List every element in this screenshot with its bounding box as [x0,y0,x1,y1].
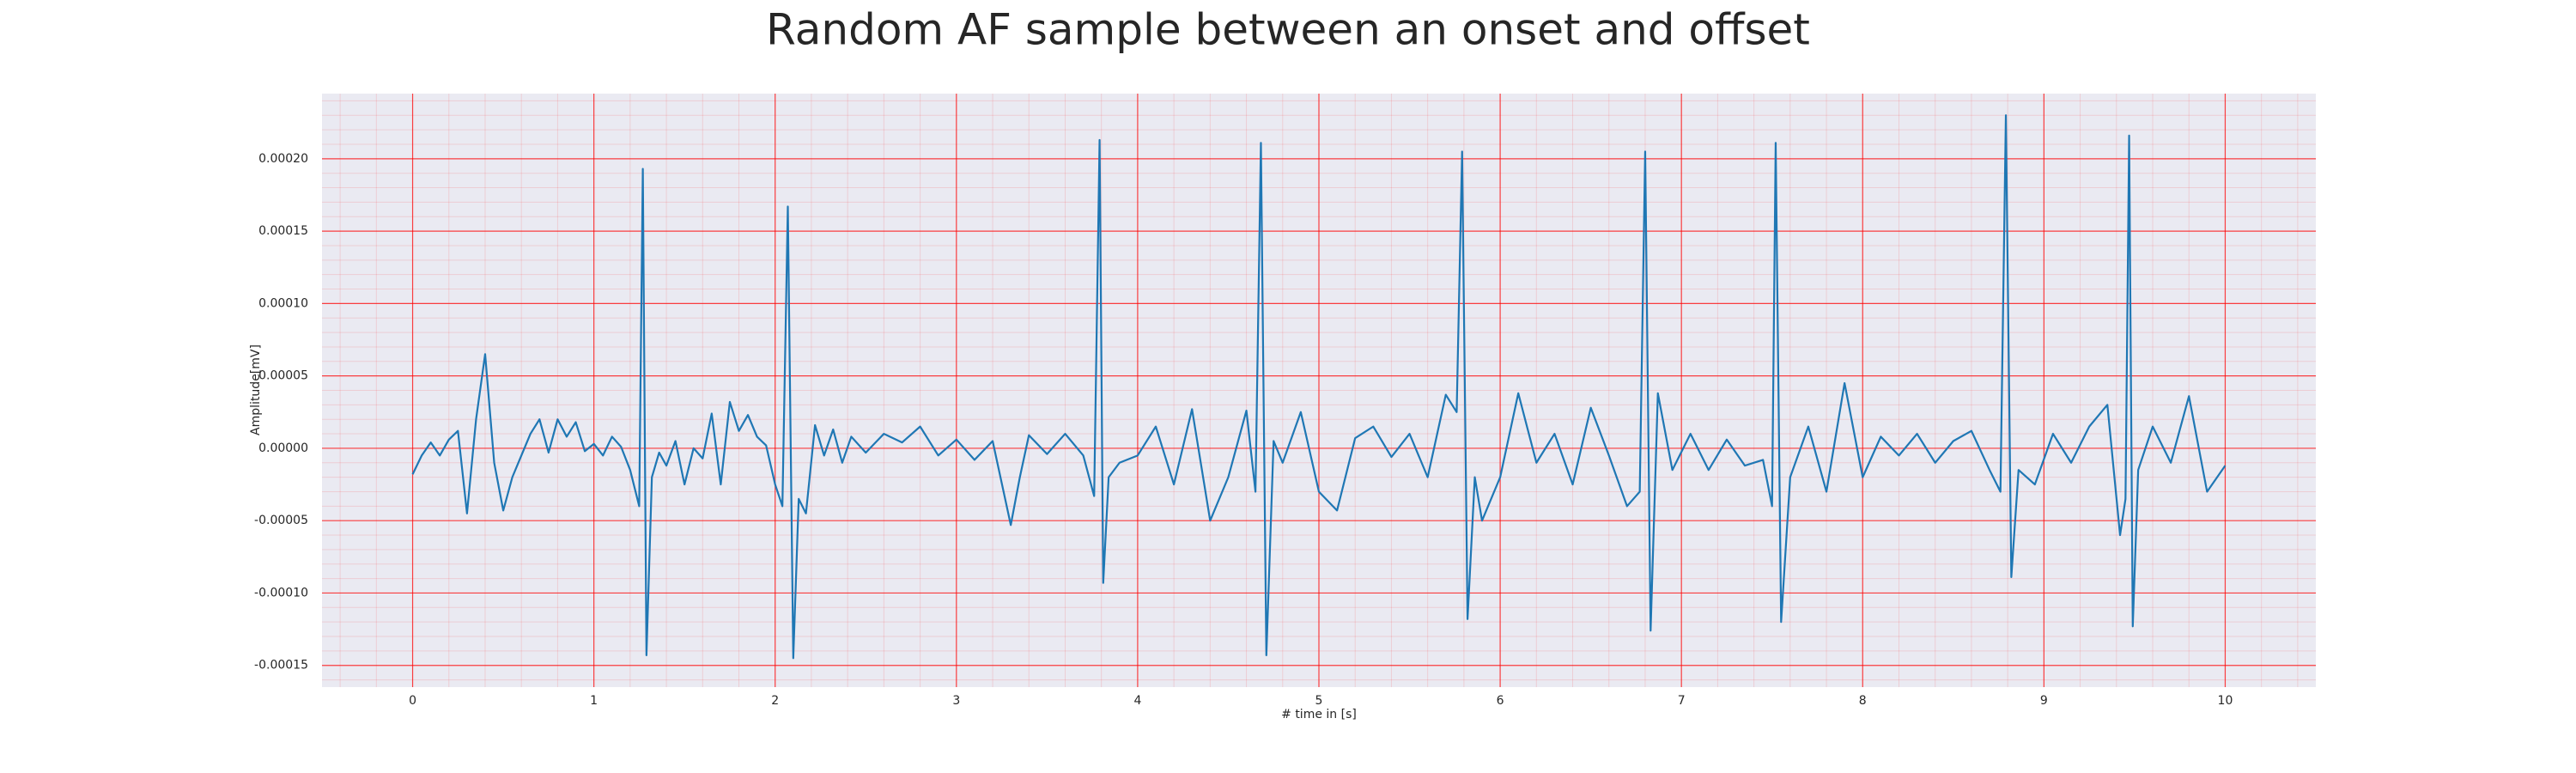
x-tick-label: 7 [1678,694,1686,708]
y-tick-label: -0.00010 [254,586,308,600]
x-tick-label: 5 [1315,694,1323,708]
x-tick-label: 0 [409,694,416,708]
y-axis-label: Amplitude[mV] [249,344,263,435]
x-tick-label: 2 [771,694,779,708]
x-tick-label: 10 [2218,694,2233,708]
y-tick-label: 0.00020 [258,152,308,166]
signal-line [411,114,2227,660]
y-tick-label: 0.00000 [258,441,308,455]
chart-title: Random AF sample between an onset and of… [766,5,1810,55]
y-tick-label: 0.00005 [258,369,308,383]
x-tick-label: 4 [1133,694,1141,708]
x-tick-label: 3 [952,694,960,708]
y-tick-label: 0.00010 [258,296,308,310]
y-tick-label: -0.00005 [254,514,308,527]
x-tick-label: 8 [1859,694,1867,708]
x-axis-label: # time in [s] [1281,708,1357,721]
x-tick-label: 6 [1497,694,1504,708]
x-tick-label: 9 [2040,694,2048,708]
x-tick-label: 1 [590,694,598,708]
y-tick-label: 0.00015 [258,224,308,238]
y-tick-label: -0.00015 [254,659,308,673]
